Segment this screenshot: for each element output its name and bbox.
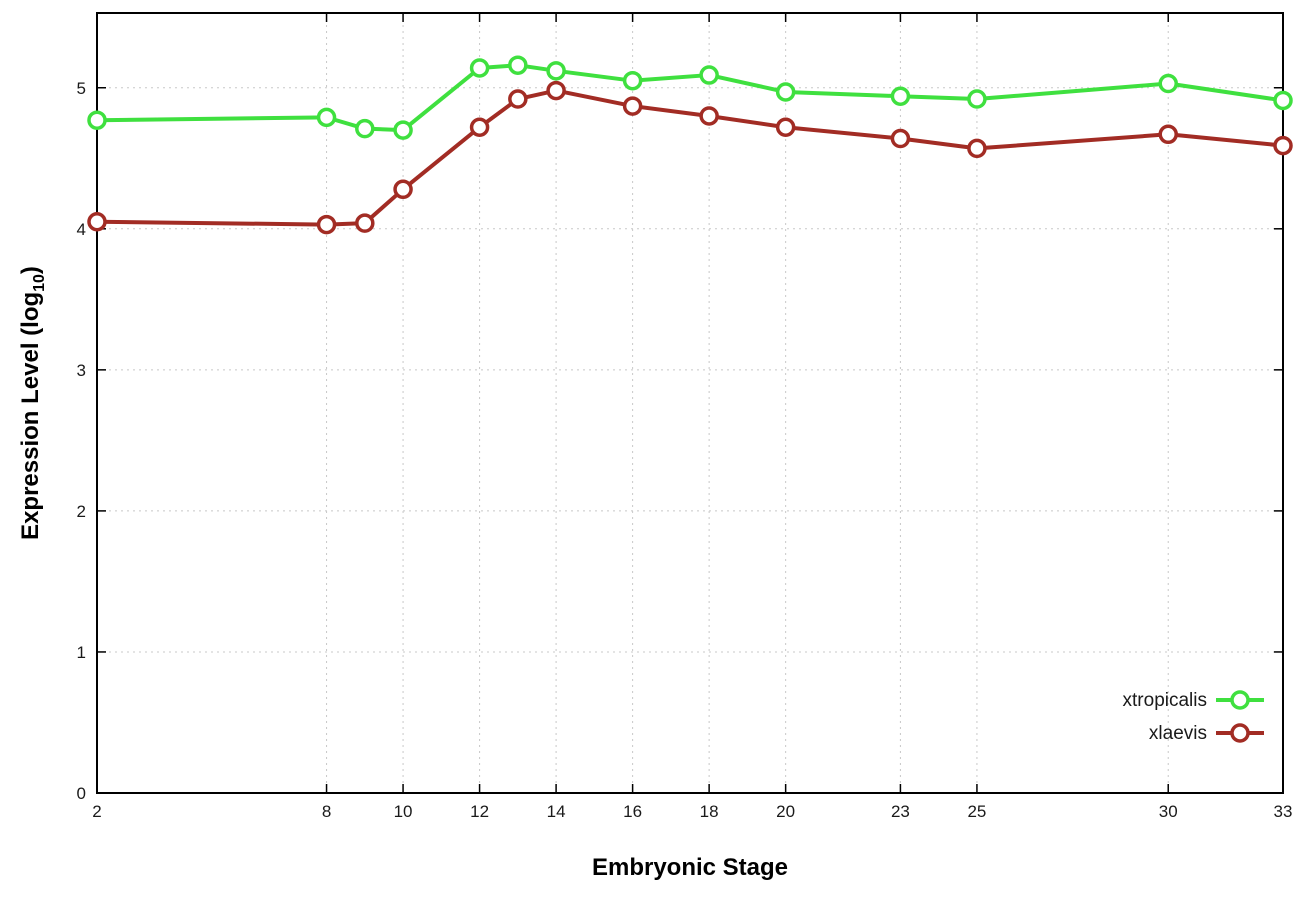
data-point-xtropicalis <box>1273 90 1293 111</box>
x-tick-label: 18 <box>700 802 719 821</box>
x-tick-label: 30 <box>1159 802 1178 821</box>
data-point-xlaevis <box>890 128 911 149</box>
data-point-xtropicalis <box>967 89 987 109</box>
x-tick-label: 23 <box>891 802 910 821</box>
y-tick-label: 5 <box>77 79 86 98</box>
data-point-xlaevis <box>1273 135 1293 156</box>
data-point-xtropicalis <box>546 61 566 81</box>
y-tick-label: 3 <box>77 361 86 380</box>
y-axis-title-close: ) <box>17 266 45 275</box>
data-point-xtropicalis <box>890 86 911 106</box>
y-axis-title: Expression Level (log10) <box>17 266 49 540</box>
x-tick-label: 10 <box>394 802 413 821</box>
data-point-xtropicalis <box>699 65 719 85</box>
x-tick-label: 2 <box>92 802 101 821</box>
data-point-xtropicalis <box>622 70 643 91</box>
data-point-xlaevis <box>622 96 643 116</box>
data-point-xlaevis <box>355 213 375 233</box>
data-point-xtropicalis <box>87 110 107 130</box>
data-point-xtropicalis <box>508 55 528 75</box>
y-tick-label: 2 <box>77 502 86 521</box>
x-tick-label: 33 <box>1274 802 1293 821</box>
y-axis-title-text: Expression Level (log <box>17 291 45 540</box>
data-point-xtropicalis <box>469 58 490 78</box>
data-point-xlaevis <box>1158 124 1178 145</box>
plot-border <box>96 12 1284 794</box>
data-point-xtropicalis <box>1158 73 1178 94</box>
x-tick-label: 25 <box>967 802 986 821</box>
x-tick-label: 12 <box>470 802 489 821</box>
x-tick-label: 16 <box>623 802 642 821</box>
data-point-xlaevis <box>393 179 413 200</box>
data-point-xlaevis <box>775 117 796 137</box>
y-tick-label: 4 <box>77 220 86 239</box>
data-point-xlaevis <box>699 106 719 126</box>
x-axis-title: Embryonic Stage <box>591 854 789 881</box>
data-point-xtropicalis <box>316 107 337 128</box>
x-tick-label: 14 <box>547 802 566 821</box>
y-axis-title-subscript: 10 <box>30 274 48 292</box>
legend-label-xlaevis: xlaevis <box>1149 723 1207 744</box>
y-tick-label: 1 <box>77 643 86 662</box>
data-point-xtropicalis <box>355 118 375 139</box>
x-tick-label: 20 <box>776 802 795 821</box>
data-point-xlaevis <box>469 117 490 137</box>
data-point-xtropicalis <box>393 120 413 140</box>
x-tick-label: 8 <box>322 802 331 821</box>
y-tick-label: 0 <box>77 784 86 803</box>
legend-label-xtropicalis: xtropicalis <box>1123 690 1207 711</box>
data-point-xlaevis <box>508 89 528 109</box>
legend-sample-point-xlaevis <box>1230 723 1250 743</box>
data-point-xlaevis <box>546 80 566 101</box>
legend-sample-point-xtropicalis <box>1230 690 1250 710</box>
data-point-xlaevis <box>87 212 107 232</box>
data-point-xlaevis <box>967 138 987 159</box>
data-point-xtropicalis <box>775 82 796 102</box>
data-point-xlaevis <box>316 214 337 235</box>
